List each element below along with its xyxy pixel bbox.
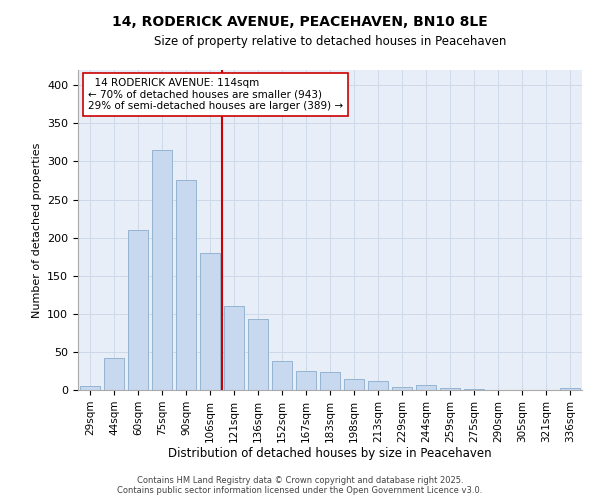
Bar [440,388,460,390]
Bar [368,381,388,390]
Bar [200,253,220,390]
Bar [344,378,364,390]
Text: Contains HM Land Registry data © Crown copyright and database right 2025.
Contai: Contains HM Land Registry data © Crown c… [118,476,482,495]
Bar [128,230,148,390]
Bar [464,389,484,390]
Bar [176,180,196,390]
Bar [224,306,244,390]
X-axis label: Distribution of detached houses by size in Peacehaven: Distribution of detached houses by size … [168,448,492,460]
Text: 14 RODERICK AVENUE: 114sqm  
← 70% of detached houses are smaller (943)
29% of s: 14 RODERICK AVENUE: 114sqm ← 70% of deta… [88,78,343,111]
Bar [272,361,292,390]
Y-axis label: Number of detached properties: Number of detached properties [32,142,41,318]
Bar [392,387,412,390]
Title: Size of property relative to detached houses in Peacehaven: Size of property relative to detached ho… [154,35,506,48]
Bar [296,371,316,390]
Bar [248,319,268,390]
Bar [152,150,172,390]
Text: 14, RODERICK AVENUE, PEACEHAVEN, BN10 8LE: 14, RODERICK AVENUE, PEACEHAVEN, BN10 8L… [112,15,488,29]
Bar [560,388,580,390]
Bar [320,372,340,390]
Bar [104,358,124,390]
Bar [80,386,100,390]
Bar [416,386,436,390]
